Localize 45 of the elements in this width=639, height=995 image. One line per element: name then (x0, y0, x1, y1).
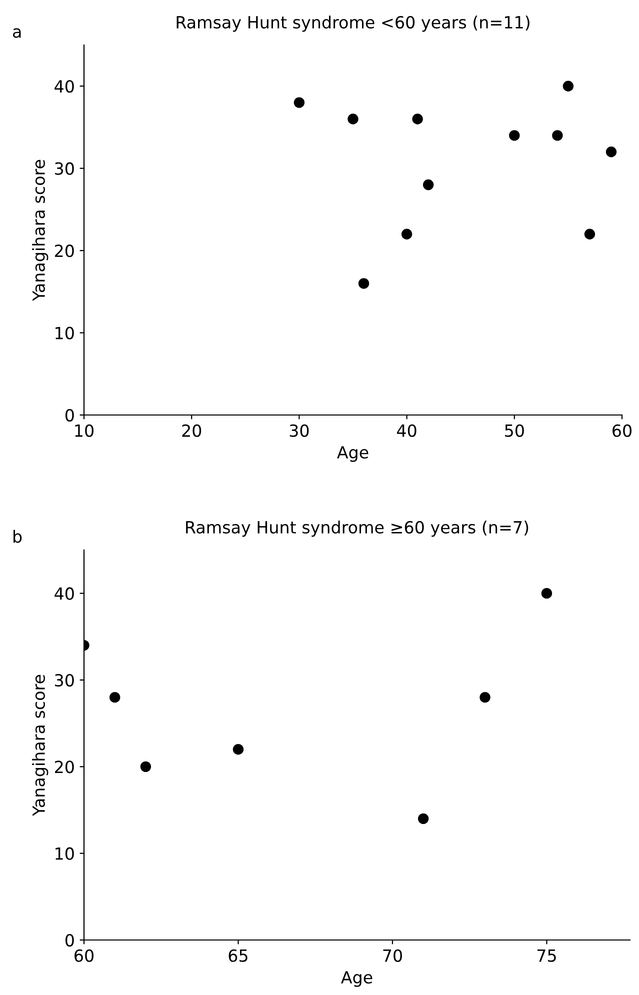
point (358, 278, 370, 289)
point (480, 692, 490, 703)
chart-title: Ramsay Hunt syndrome ≥60 years (n=7) (186, 520, 528, 537)
x-tick-label: 30 (290, 424, 309, 437)
point (232, 744, 244, 755)
point (422, 179, 434, 190)
point (584, 228, 596, 240)
y-axis-title: Yanagihara score (32, 160, 48, 302)
x-tick-label: 40 (397, 424, 416, 437)
point (606, 146, 617, 158)
y-tick-label: 20 (54, 244, 74, 258)
y-tick-label: 20 (54, 760, 74, 774)
y-tick-label: 40 (54, 80, 74, 93)
point (294, 97, 305, 108)
y-tick-label: 10 (56, 326, 74, 340)
point (562, 80, 574, 92)
x-tick-label: 50 (505, 424, 524, 437)
text: b (14, 530, 22, 543)
x-tick-label: 65 (228, 949, 248, 962)
x-tick-label: 75 (537, 950, 556, 962)
y-tick-label: 40 (54, 587, 74, 600)
point (348, 114, 358, 124)
point (418, 813, 429, 824)
x-tick-label: 60 (74, 949, 94, 962)
y-tick-label: 0 (65, 408, 74, 422)
y-axis-title: Yanagihara score (32, 674, 48, 816)
y-tick-label: 0 (65, 934, 74, 947)
point (412, 114, 423, 124)
text: a (13, 28, 21, 38)
x-tick-label: 70 (383, 949, 402, 962)
x-tick-label: 60 (612, 424, 632, 437)
x-tick-label: 20 (182, 424, 202, 437)
x-axis-title: Age (341, 971, 372, 987)
y-tick-label: 30 (55, 162, 74, 175)
x-axis-title: Age (337, 446, 368, 462)
point (401, 228, 412, 240)
point (140, 761, 152, 772)
y-tick-label: 10 (56, 847, 74, 860)
point (552, 130, 563, 141)
chart-title: Ramsay Hunt syndrome <60 years (n=11) (176, 16, 530, 32)
x-tick-label: 10 (75, 424, 94, 437)
y-tick-label: 30 (55, 674, 74, 687)
point (109, 692, 120, 703)
point (509, 130, 520, 141)
point (541, 588, 552, 599)
